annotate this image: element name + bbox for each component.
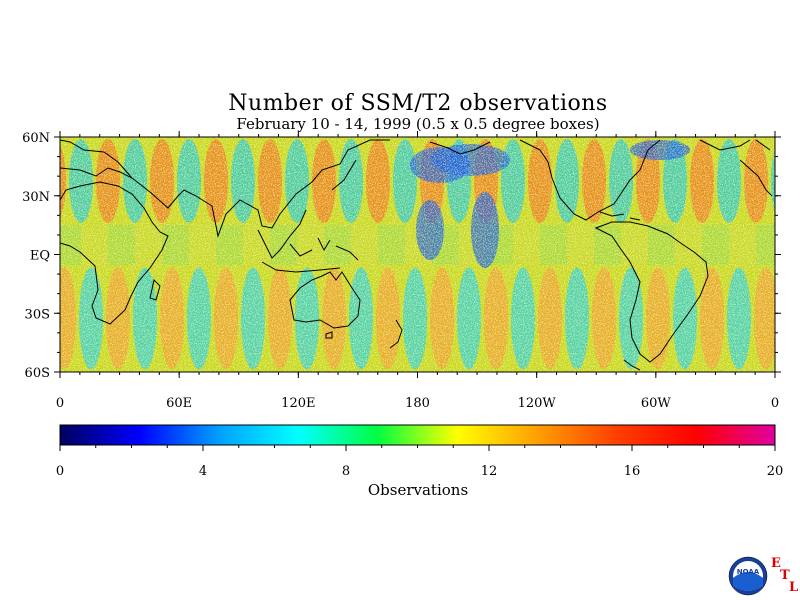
observation-band: [0, 139, 12, 223]
observation-band: [781, 268, 800, 370]
lon-tick-label: 180: [405, 396, 430, 411]
observation-band: [15, 139, 39, 223]
plot-subtitle: February 10 - 14, 1999 (0.5 x 0.5 degree…: [236, 115, 600, 133]
coast-south-america: [594, 221, 709, 363]
lat-tick-label: 30S: [25, 307, 50, 322]
coast-tasmania: [325, 331, 333, 339]
colorbar-ticks: [59, 445, 776, 451]
coast-se-asia: [257, 209, 307, 259]
lat-tick-label: 30N: [22, 190, 50, 205]
lon-tick-label: 0: [56, 396, 64, 411]
colorbar-tick-label: 20: [767, 464, 784, 479]
colorbar-gradient: [59, 424, 776, 446]
colorbar-label: Observations: [367, 481, 469, 499]
coast-arabia-india: [131, 139, 390, 238]
colorbar-tick-label: 8: [342, 464, 350, 479]
map-ticks: [54, 131, 781, 378]
colorbar-tick-label: 0: [56, 464, 64, 479]
lon-tick-labels: 0 60E 120E 180 120W 60W 0: [56, 396, 779, 411]
lon-tick-label: 0: [771, 396, 779, 411]
lon-tick-label: 60E: [166, 396, 192, 411]
noaa-logo-text: NOAA: [737, 568, 760, 576]
coast-indonesia: [261, 237, 359, 273]
etl-letter-e: E: [771, 556, 781, 571]
coast-greenland: [699, 139, 773, 197]
plot-title: Number of SSM/T2 observations: [228, 91, 608, 116]
lon-tick-label: 60W: [641, 396, 672, 411]
colorbar-tick-label: 16: [624, 464, 641, 479]
colorbar: 0 4 8 12 16 20: [56, 424, 783, 479]
speckle-overlay: [60, 137, 775, 372]
coast-japan: [331, 159, 357, 191]
coast-madagascar: [149, 279, 161, 301]
colorbar-tick-label: 4: [199, 464, 207, 479]
coast-north-america: [519, 139, 661, 221]
etl-letter-t: T: [780, 568, 790, 583]
colorbar-tick-label: 12: [481, 464, 498, 479]
coastlines: [60, 139, 773, 371]
coast-alaska: [429, 141, 491, 155]
colorbar-tick-labels: 0 4 8 12 16 20: [56, 464, 783, 479]
lat-tick-label: 60S: [25, 366, 50, 381]
map-panel: [0, 131, 800, 378]
lon-tick-label: 120E: [281, 396, 315, 411]
coast-antarctic-peninsula: [623, 359, 641, 371]
observation-band: [783, 225, 800, 265]
coast-australia: [289, 271, 361, 329]
coast-caribbean: [599, 211, 641, 221]
lat-tick-label: EQ: [30, 249, 50, 264]
lon-tick-label: 120W: [518, 396, 557, 411]
observation-band: [0, 268, 22, 370]
etl-letter-l: L: [789, 580, 799, 595]
noaa-logo-icon: NOAA: [728, 556, 768, 596]
lat-tick-label: 60N: [22, 131, 50, 146]
lat-tick-labels: 60N 30N EQ 30S 60S: [22, 131, 50, 381]
coast-new-zealand: [389, 319, 403, 349]
coast-africa: [60, 181, 169, 325]
